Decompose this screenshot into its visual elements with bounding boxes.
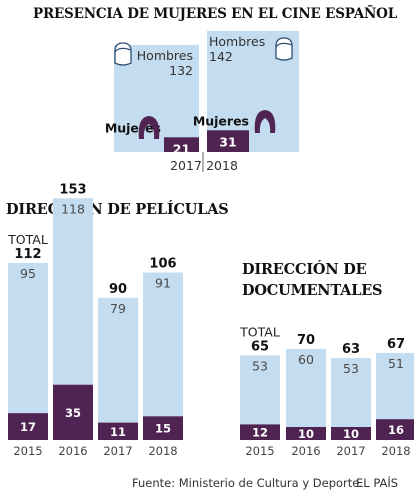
peliculas-women-value-2015: 17 — [20, 420, 36, 434]
documentales-year-2017: 2017 — [336, 444, 365, 458]
male-head-icon-hair — [114, 47, 132, 53]
documentales-total-2015: 65 — [251, 340, 269, 355]
women-bar-2018 — [207, 130, 249, 152]
documentales-men-bar-2015 — [240, 355, 280, 425]
peliculas-women-bar-2017 — [98, 422, 138, 440]
documentales-title: DIRECCIÓN DE DOCUMENTALES — [242, 261, 383, 299]
documentales-women-value-2015: 12 — [252, 426, 268, 440]
peliculas-men-bar-2018 — [143, 272, 183, 417]
peliculas-year-2015: 2015 — [13, 444, 42, 458]
women-bar-2017 — [164, 137, 199, 152]
peliculas-men-value-2017: 79 — [110, 301, 126, 316]
male-head-icon — [114, 42, 132, 66]
peliculas-total-2017: 90 — [109, 282, 127, 297]
male-head-icon-hair — [275, 42, 293, 48]
peliculas-women-bar-2018 — [143, 416, 183, 440]
documentales-women-value-2016: 10 — [298, 427, 314, 441]
documentales-men-value-2018: 51 — [388, 356, 404, 371]
documentales-women-bar-2015 — [240, 424, 280, 440]
documentales-women-bar-2017 — [331, 427, 371, 440]
documentales-women-bar-2018 — [376, 419, 414, 440]
peliculas-men-bar-2016 — [53, 198, 93, 385]
men-value-label: 132 — [169, 63, 193, 78]
documentales-women-value-2018: 16 — [388, 423, 404, 437]
documentales-men-value-2016: 60 — [298, 352, 314, 367]
male-head-icon — [275, 37, 293, 61]
documentales-total-2016: 70 — [297, 333, 315, 348]
peliculas-total-2016: 153 — [59, 182, 86, 197]
peliculas-men-value-2015: 95 — [20, 266, 36, 281]
peliculas-year-2017: 2017 — [103, 444, 132, 458]
peliculas-total-2015: 112 — [14, 247, 41, 262]
women-series-label: Mujeres — [193, 113, 249, 128]
peliculas-total-label: TOTAL — [7, 232, 48, 247]
documentales-year-2015: 2015 — [245, 444, 274, 458]
peliculas-year-2016: 2016 — [58, 444, 87, 458]
peliculas-men-value-2016: 118 — [61, 201, 85, 216]
documentales-women-value-2017: 10 — [343, 427, 359, 441]
documentales-men-bar-2017 — [331, 358, 371, 427]
source-note: Fuente: Ministerio de Cultura y Deporte. — [132, 476, 364, 490]
documentales-men-bar-2018 — [376, 352, 414, 420]
peliculas-men-bar-2015 — [8, 263, 48, 414]
documentales-year-2016: 2016 — [291, 444, 320, 458]
documentales-total-2018: 67 — [387, 337, 405, 352]
year-label-2018: 2018 — [206, 158, 238, 173]
women-value-label: 21 — [173, 141, 190, 156]
men-value-label: 142 — [209, 49, 233, 64]
peliculas-men-bar-2017 — [98, 297, 138, 423]
documentales-total-label: TOTAL — [239, 325, 280, 340]
peliculas-women-value-2018: 15 — [155, 422, 171, 436]
men-series-label: Hombres — [137, 48, 193, 63]
peliculas-total-2018: 106 — [149, 257, 176, 272]
peliculas-year-2018: 2018 — [148, 444, 177, 458]
documentales-total-2017: 63 — [342, 342, 360, 357]
chart-title: PRESENCIA DE MUJERES EN EL CINE ESPAÑOL — [33, 6, 397, 22]
documentales-year-2018: 2018 — [381, 444, 410, 458]
documentales-men-bar-2016 — [286, 349, 326, 427]
peliculas-women-bar-2015 — [8, 413, 48, 440]
documentales-men-value-2017: 53 — [343, 361, 359, 376]
peliculas-women-value-2016: 35 — [65, 406, 81, 420]
peliculas-women-value-2017: 11 — [110, 425, 126, 439]
female-head-icon — [138, 116, 160, 139]
female-head-icon — [254, 110, 276, 133]
credit-label: EL PAÍS — [356, 476, 399, 490]
documentales-women-bar-2016 — [286, 427, 326, 440]
peliculas-women-bar-2016 — [53, 384, 93, 440]
women-value-label: 31 — [219, 134, 236, 149]
year-label-2017: 2017 — [170, 158, 202, 173]
documentales-men-value-2015: 53 — [252, 359, 268, 374]
men-series-label: Hombres — [209, 34, 265, 49]
peliculas-men-value-2018: 91 — [155, 276, 171, 291]
